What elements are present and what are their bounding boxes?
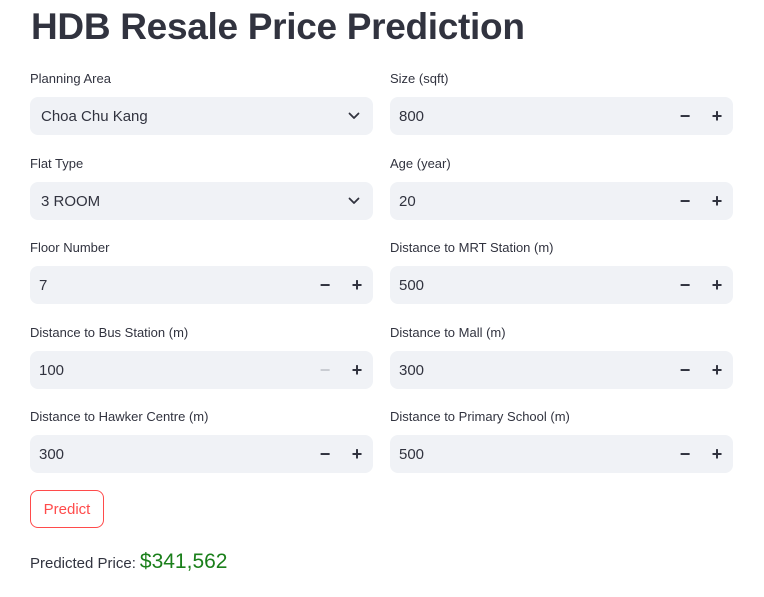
bus-distance-label: Distance to Bus Station (m) [30, 325, 189, 340]
mrt-distance-label: Distance to MRT Station (m) [390, 240, 554, 255]
mrt-distance-field: Distance to MRT Station (m) 500 − + [390, 239, 733, 304]
predict-button[interactable]: Predict [30, 490, 104, 528]
mall-distance-field: Distance to Mall (m) 300 − + [390, 324, 733, 389]
mrt-distance-input[interactable]: 500 − + [390, 266, 733, 304]
size-field: Size (sqft) 800 − + [390, 70, 733, 135]
hawker-distance-decrement-button[interactable]: − [319, 443, 331, 464]
flat-type-label: Flat Type [30, 156, 84, 171]
planning-area-select[interactable]: Choa Chu Kang [30, 97, 373, 135]
school-distance-field: Distance to Primary School (m) 500 − + [390, 408, 733, 473]
school-distance-decrement-button[interactable]: − [679, 443, 691, 464]
size-number-input[interactable]: 800 − + [390, 97, 733, 135]
age-number-input[interactable]: 20 − + [390, 182, 733, 220]
size-value[interactable]: 800 [399, 107, 425, 125]
bus-distance-input[interactable]: 100 − + [30, 351, 373, 389]
mall-distance-value[interactable]: 300 [399, 361, 425, 379]
school-distance-input[interactable]: 500 − + [390, 435, 733, 473]
mall-distance-increment-button[interactable]: + [711, 359, 723, 380]
predicted-price-label: Predicted Price: [30, 555, 136, 572]
flat-type-field: Flat Type 3 ROOM [30, 155, 373, 220]
school-distance-value[interactable]: 500 [399, 445, 425, 463]
size-label: Size (sqft) [390, 71, 449, 86]
predicted-price-value: $341,562 [139, 550, 228, 573]
age-value[interactable]: 20 [399, 192, 416, 210]
size-increment-button[interactable]: + [711, 105, 723, 126]
mall-distance-decrement-button[interactable]: − [679, 359, 691, 380]
planning-area-label: Planning Area [30, 71, 111, 86]
floor-number-input[interactable]: 7 − + [30, 266, 373, 304]
chevron-down-icon[interactable] [335, 97, 373, 135]
age-increment-button[interactable]: + [711, 190, 723, 211]
hawker-distance-value[interactable]: 300 [39, 445, 65, 463]
size-decrement-button[interactable]: − [679, 105, 691, 126]
hawker-distance-field: Distance to Hawker Centre (m) 300 − + [30, 408, 373, 473]
floor-number-value[interactable]: 7 [39, 276, 48, 294]
bus-distance-decrement-button[interactable]: − [319, 359, 331, 380]
chevron-down-icon[interactable] [335, 182, 373, 220]
school-distance-label: Distance to Primary School (m) [390, 409, 570, 424]
mrt-distance-decrement-button[interactable]: − [679, 274, 691, 295]
mall-distance-input[interactable]: 300 − + [390, 351, 733, 389]
prediction-result: Predicted Price: $341,562 [30, 550, 227, 574]
mrt-distance-value[interactable]: 500 [399, 276, 425, 294]
floor-number-field: Floor Number 7 − + [30, 239, 373, 304]
page-title: HDB Resale Price Prediction [31, 6, 525, 47]
mall-distance-label: Distance to Mall (m) [390, 325, 506, 340]
floor-number-label: Floor Number [30, 240, 110, 255]
age-decrement-button[interactable]: − [679, 190, 691, 211]
hawker-distance-increment-button[interactable]: + [351, 443, 363, 464]
bus-distance-field: Distance to Bus Station (m) 100 − + [30, 324, 373, 389]
planning-area-value: Choa Chu Kang [41, 107, 148, 125]
flat-type-value: 3 ROOM [41, 192, 101, 210]
age-label: Age (year) [390, 156, 451, 171]
school-distance-increment-button[interactable]: + [711, 443, 723, 464]
planning-area-field: Planning Area Choa Chu Kang [30, 70, 373, 135]
mrt-distance-increment-button[interactable]: + [711, 274, 723, 295]
flat-type-select[interactable]: 3 ROOM [30, 182, 373, 220]
floor-number-increment-button[interactable]: + [351, 274, 363, 295]
bus-distance-value[interactable]: 100 [39, 361, 65, 379]
age-field: Age (year) 20 − + [390, 155, 733, 220]
hawker-distance-input[interactable]: 300 − + [30, 435, 373, 473]
bus-distance-increment-button[interactable]: + [351, 359, 363, 380]
hawker-distance-label: Distance to Hawker Centre (m) [30, 409, 209, 424]
floor-number-decrement-button[interactable]: − [319, 274, 331, 295]
